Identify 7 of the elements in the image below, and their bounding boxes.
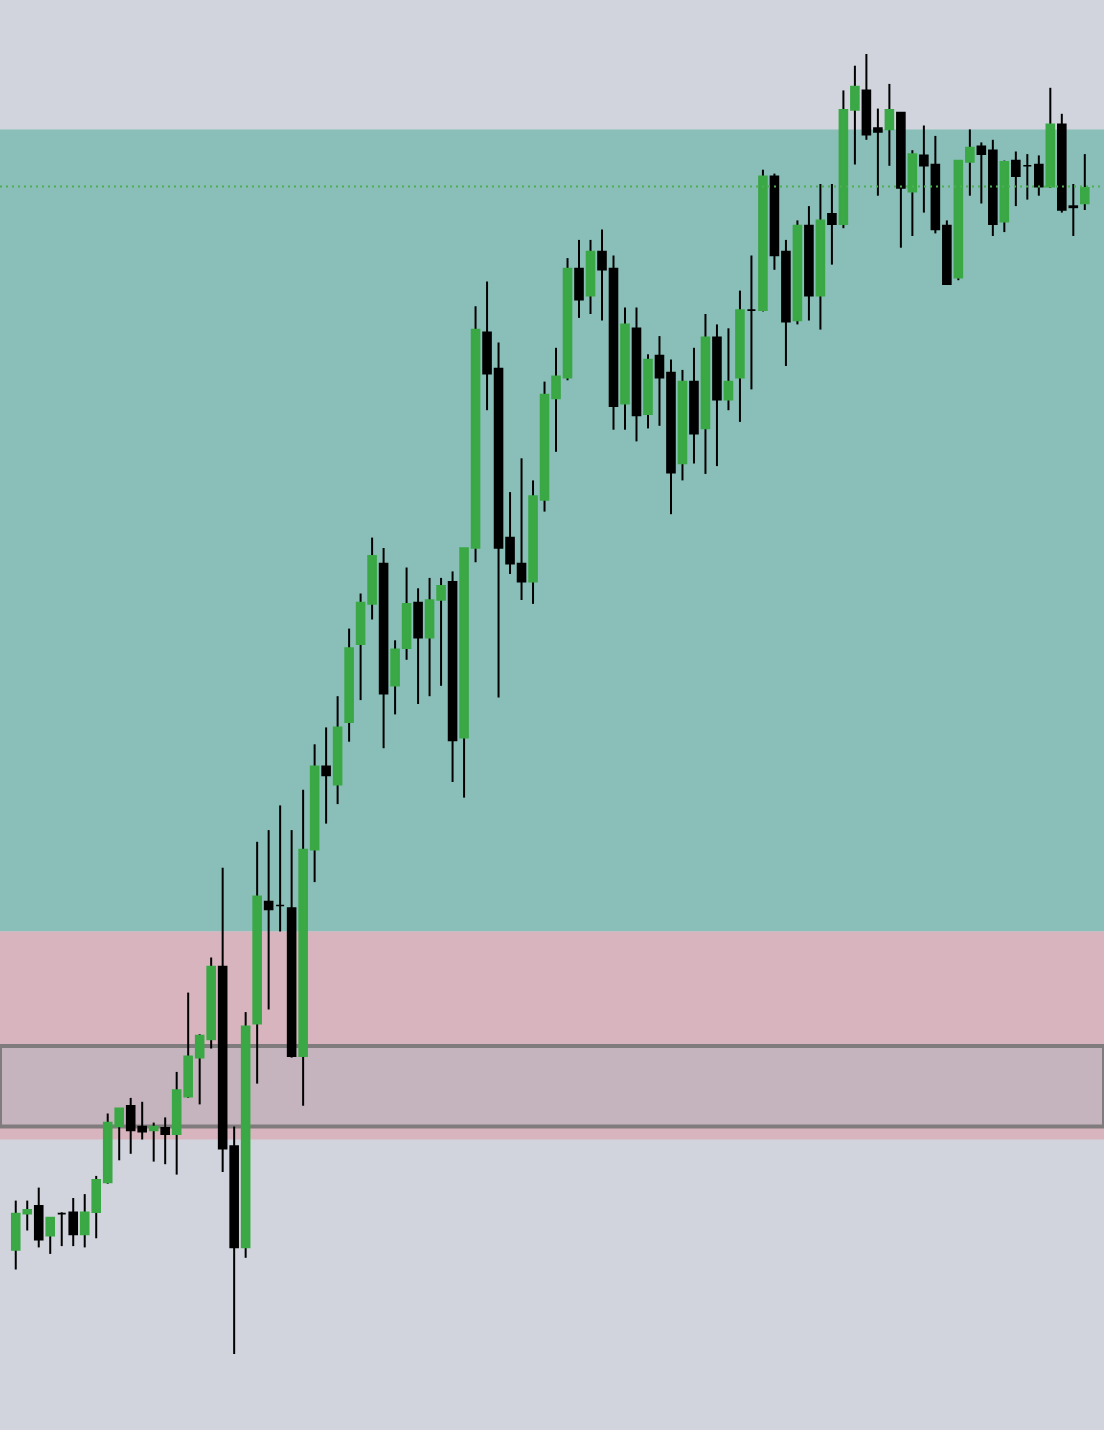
- candlestick: [574, 238, 584, 319]
- candlestick: [827, 183, 837, 266]
- candlestick: [321, 726, 331, 825]
- candlestick: [33, 1186, 44, 1249]
- candlestick: [413, 587, 423, 705]
- candlestick: [1080, 153, 1090, 211]
- candlestick: [160, 1116, 170, 1166]
